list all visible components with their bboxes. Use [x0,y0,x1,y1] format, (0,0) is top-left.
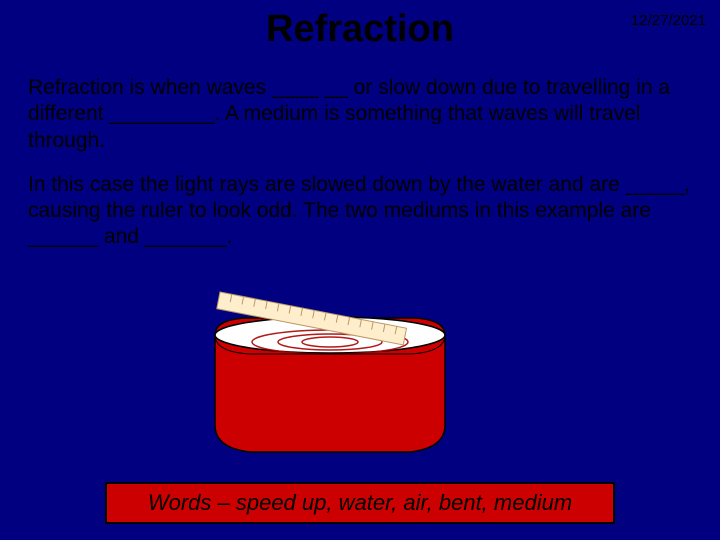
refraction-illustration [165,280,495,480]
slide-title: Refraction [0,0,720,51]
slide-date: 12/27/2021 [631,12,706,29]
paragraph-1: Refraction is when waves ____ __ or slow… [0,75,720,154]
word-bank: Words – speed up, water, air, bent, medi… [105,482,615,524]
paragraph-2: In this case the light rays are slowed d… [0,172,720,251]
